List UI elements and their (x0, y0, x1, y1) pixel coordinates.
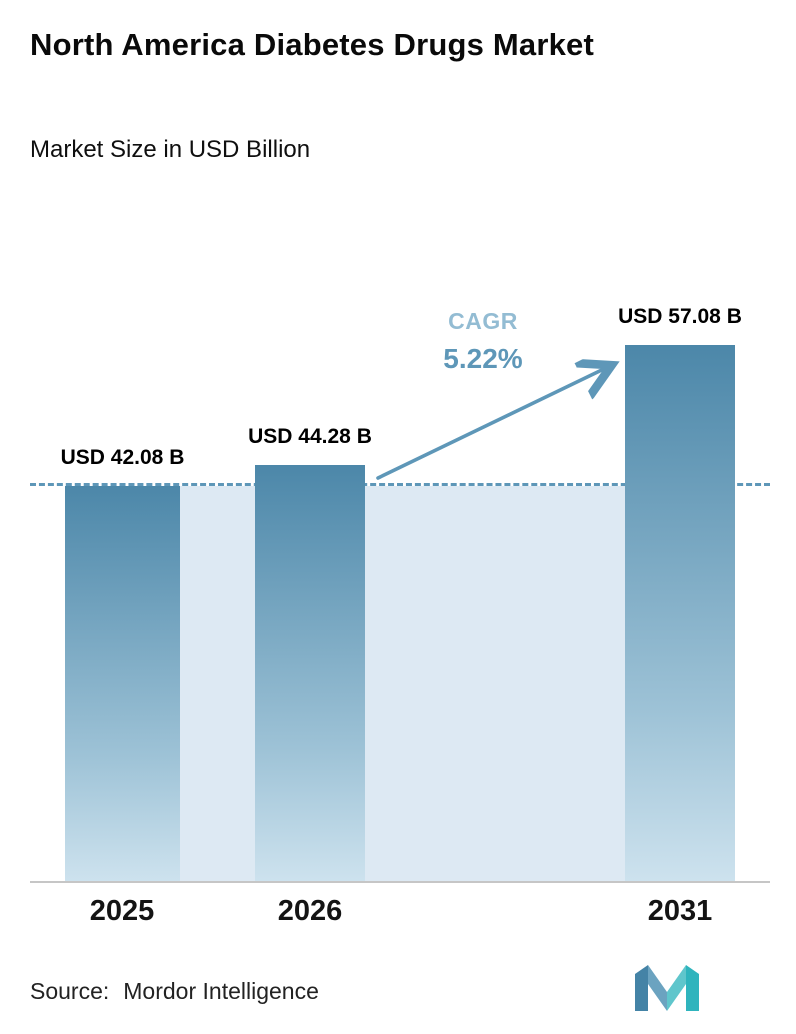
mordor-intelligence-logo (635, 965, 699, 1011)
bar-2031-value-label: USD 57.08 B (618, 305, 742, 328)
page-title: North America Diabetes Drugs Market (30, 27, 595, 62)
bar-2025-value-label: USD 42.08 B (60, 446, 185, 469)
x-axis-label-2025: 2025 (89, 895, 155, 927)
x-axis-label-2026: 2026 (277, 895, 343, 927)
bar-2031 (625, 345, 735, 881)
bar-chart: USD 42.08 B USD 44.28 B USD 57.08 B CAGR… (30, 280, 770, 927)
source-name: Mordor Intelligence (123, 978, 319, 1004)
x-axis-label-2031: 2031 (647, 895, 713, 927)
cagr-annotation: CAGR 5.22% (398, 308, 568, 375)
bar-2025 (65, 486, 180, 881)
baseline-dashed-line (30, 483, 770, 486)
bar-group-2031: USD 57.08 B (618, 305, 742, 881)
bar-2026-value-label: USD 44.28 B (248, 425, 372, 448)
cagr-value: 5.22% (443, 343, 523, 374)
source-label: Source: (30, 978, 110, 1004)
bar-2026 (255, 465, 365, 881)
cagr-label: CAGR (448, 308, 518, 334)
source-attribution: Source: Mordor Intelligence (30, 978, 319, 1005)
bar-group-2025: USD 42.08 B (61, 446, 184, 881)
bar-group-2026: USD 44.28 B (248, 425, 372, 881)
chart-subtitle: Market Size in USD Billion (30, 136, 311, 163)
